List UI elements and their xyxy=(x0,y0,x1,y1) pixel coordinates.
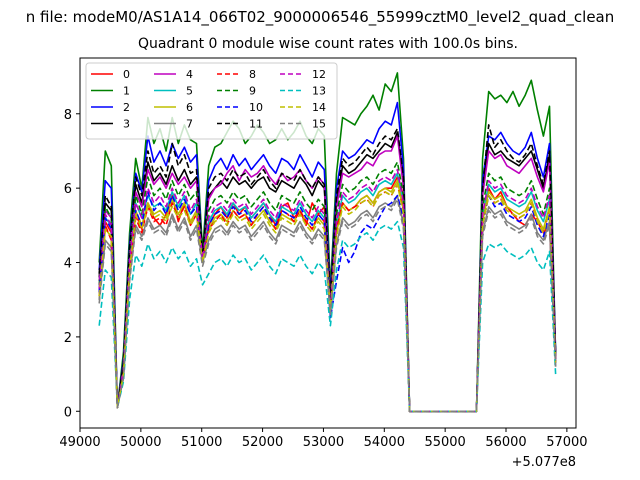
x-tick-label: 56000 xyxy=(485,435,526,450)
x-tick-label: 54000 xyxy=(364,435,405,450)
x-tick-label: 57000 xyxy=(546,435,587,450)
legend-label-3: 3 xyxy=(123,118,130,131)
legend-label-10: 10 xyxy=(249,101,263,114)
legend-label-6: 6 xyxy=(186,101,193,114)
legend-label-15: 15 xyxy=(312,118,326,131)
series-line-15 xyxy=(98,198,557,413)
legend-box xyxy=(85,62,338,140)
y-tick-label: 8 xyxy=(64,108,72,123)
x-tick-label: 53000 xyxy=(303,435,344,450)
x-offset-label: +5.077e8 xyxy=(512,455,576,470)
y-tick-label: 0 xyxy=(64,405,72,420)
axis-ticks: 49000 50000 51000 52000 53000 54000 55000 56000… xyxy=(59,108,587,450)
x-tick-label: 50000 xyxy=(120,435,161,450)
legend-label-0: 0 xyxy=(123,68,130,81)
figure-suptitle: n file: modeM0/AS1A14_066T02_9000006546_… xyxy=(25,8,615,26)
legend-label-12: 12 xyxy=(312,68,326,81)
legend-label-1: 1 xyxy=(123,85,130,98)
legend-label-13: 13 xyxy=(312,85,326,98)
y-tick-label: 4 xyxy=(64,257,72,272)
y-tick-label: 2 xyxy=(64,331,72,346)
chart-title: Quadrant 0 module wise count rates with … xyxy=(138,36,518,52)
x-tick-label: 51000 xyxy=(181,435,222,450)
series-line-12 xyxy=(98,168,557,413)
y-tick-label: 6 xyxy=(64,182,72,197)
series-line-11 xyxy=(98,124,557,413)
x-tick-label: 52000 xyxy=(242,435,283,450)
x-tick-label: 55000 xyxy=(424,435,465,450)
legend-label-8: 8 xyxy=(249,68,256,81)
legend-label-2: 2 xyxy=(123,101,130,114)
x-tick-label: 49000 xyxy=(59,435,100,450)
legend-label-11: 11 xyxy=(249,118,263,131)
legend-label-4: 4 xyxy=(186,68,193,81)
legend-label-5: 5 xyxy=(186,85,193,98)
legend-label-7: 7 xyxy=(186,118,193,131)
legend-label-14: 14 xyxy=(312,101,326,114)
legend-label-9: 9 xyxy=(249,85,256,98)
plot-frame xyxy=(79,57,577,429)
